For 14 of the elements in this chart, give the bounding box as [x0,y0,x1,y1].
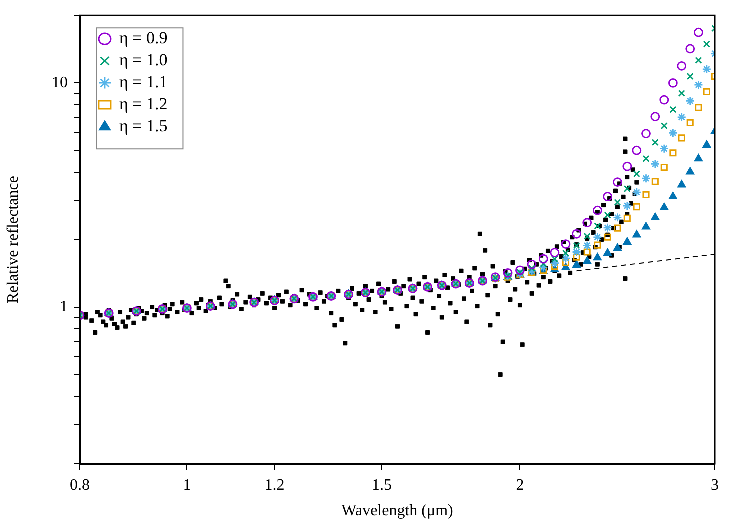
legend-label: η = 1.1 [120,72,168,92]
x-tick-label: 1.2 [264,476,285,494]
legend-label: η = 1.5 [120,116,168,136]
legend-label: η = 0.9 [120,28,168,48]
x-tick-label: 2 [516,476,524,494]
x-axis-title: Wavelength (μm) [342,502,454,520]
y-tick-label: 10 [52,74,68,92]
x-tick-label: 3 [711,476,719,494]
legend-label: η = 1.2 [120,94,168,114]
x-tick-label: 1.5 [372,476,392,494]
legend-label: η = 1.0 [120,50,168,70]
x-tick-label: 0.8 [70,476,90,494]
y-axis-title: Relative reflectance [4,176,22,304]
x-tick-label: 1 [183,476,192,494]
